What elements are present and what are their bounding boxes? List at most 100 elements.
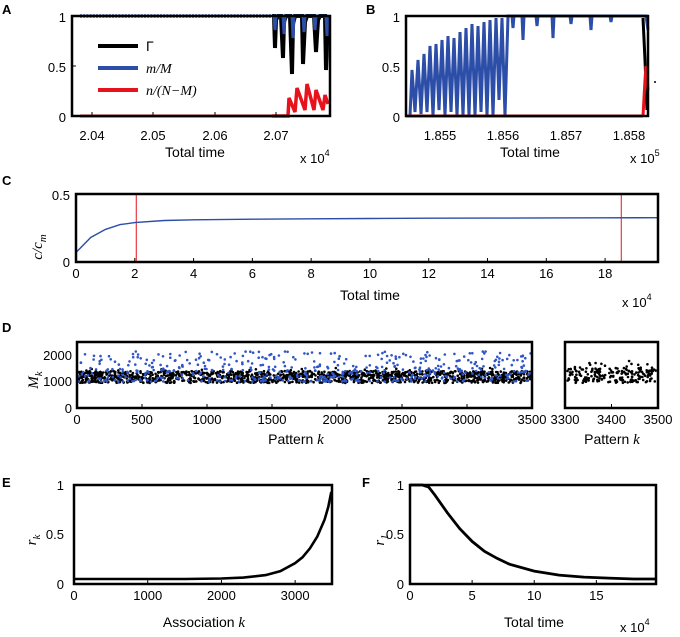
panel-d-black-point xyxy=(215,381,219,384)
panel-d-black-point xyxy=(112,370,115,373)
panel-d-black-point xyxy=(239,370,242,374)
panel-b-x-ticks: 1.855 1.856 1.857 1.858 xyxy=(424,128,646,143)
panel-d-axes-box xyxy=(75,340,534,410)
panel-d-black-point xyxy=(352,380,356,384)
panel-d-inset-point xyxy=(575,373,578,377)
panel-d-blue-point xyxy=(148,364,151,367)
panel-d-blue-point xyxy=(98,359,101,363)
panel-d-inset-point xyxy=(573,375,577,379)
panel-d-blue-point xyxy=(105,369,108,373)
panel-d-blue-point xyxy=(468,352,472,355)
panel-f-ytick-0-5: 0.5 xyxy=(386,527,404,542)
panel-d-blue-point xyxy=(194,358,198,362)
panel-d-blue-point xyxy=(336,368,340,372)
panel-d-black-point xyxy=(339,380,342,383)
panel-d-blue-point xyxy=(341,375,345,379)
panel-a-xtick-2-07: 2.07 xyxy=(263,128,288,143)
panel-d-blue-point xyxy=(354,379,358,382)
panel-d-blue-point xyxy=(98,362,101,366)
panel-d-blue-point xyxy=(520,365,523,369)
panel-d-blue-point xyxy=(109,358,112,361)
panel-d-blue-point xyxy=(424,353,427,357)
panel-d-inset-point xyxy=(608,367,611,371)
panel-d-blue-point xyxy=(519,355,523,358)
panel-d-black-point xyxy=(507,381,511,384)
panel-d-blue-point xyxy=(493,359,497,363)
panel-d-black-point xyxy=(473,376,477,380)
panel-d-blue-point xyxy=(436,374,440,378)
panel-d-blue-point xyxy=(471,372,474,375)
panel-d-xtick-label: 0 xyxy=(73,412,80,427)
panel-d-xtick-label: 3000 xyxy=(453,412,482,427)
panel-d-blue-point xyxy=(121,370,125,373)
panel-f-label: F xyxy=(362,475,370,490)
panel-d-black-point xyxy=(451,381,455,385)
panel-d-blue-point xyxy=(257,350,261,354)
panel-f-xtick-label: 5 xyxy=(469,588,476,603)
panel-d-inset-point xyxy=(621,381,625,385)
panel-d-black-point xyxy=(254,368,258,371)
panel-d-black-point xyxy=(85,369,88,372)
panel-d-blue-point xyxy=(290,366,294,369)
panel-d-black-point xyxy=(195,380,198,383)
panel-d-blue-point xyxy=(223,358,227,361)
panel-d-blue-point xyxy=(134,350,138,353)
panel-d-inset-point xyxy=(616,371,619,375)
panel-d-blue-point xyxy=(295,373,299,377)
panel-d-blue-point xyxy=(144,371,147,375)
panel-d-black-point xyxy=(187,370,191,374)
panel-d-black-point xyxy=(491,367,494,371)
panel-d-black-point xyxy=(185,373,188,377)
panel-d-black-point xyxy=(491,370,494,373)
panel-d-blue-point xyxy=(126,379,130,383)
panel-d-blue-point xyxy=(461,373,465,376)
panel-d-black-point xyxy=(172,373,175,376)
panel-d-blue-point xyxy=(229,355,232,359)
panel-d-black-point xyxy=(276,372,280,376)
panel-d-blue-point xyxy=(305,376,309,380)
panel-d-black-point xyxy=(142,373,145,377)
panel-d-blue-point xyxy=(119,376,122,379)
panel-d-blue-point xyxy=(469,361,473,364)
panel-d-black-point xyxy=(494,377,498,381)
panel-d-black-point xyxy=(246,378,250,382)
panel-d-black-point xyxy=(262,369,266,373)
panel-d-blue-point xyxy=(282,361,286,364)
panel-d-inset-point xyxy=(634,371,638,374)
panel-d-blue-point xyxy=(274,374,278,378)
panel-d-blue-point xyxy=(151,365,155,369)
panel-d-inset-point xyxy=(608,380,612,384)
panel-d-blue-point xyxy=(254,378,257,382)
panel-d-inset-point xyxy=(616,367,619,370)
panel-d-blue-point xyxy=(80,372,84,376)
panel-a-tick-marks xyxy=(72,65,277,116)
panel-d-blue-point xyxy=(433,372,437,376)
panel-d-blue-point xyxy=(310,351,314,354)
panel-d-inset-scatter xyxy=(566,359,657,385)
panel-d-blue-point xyxy=(159,368,163,372)
panel-d-blue-point xyxy=(425,374,429,378)
panel-d-inset-point xyxy=(646,375,649,379)
panel-d-black-point xyxy=(254,380,257,384)
panel-d-black-point xyxy=(367,377,371,380)
panel-d-black-point xyxy=(429,376,433,380)
panel-d-blue-point xyxy=(273,365,277,369)
panel-d-blue-point xyxy=(338,354,341,358)
panel-d-blue-point xyxy=(376,353,380,357)
panel-e-series-line xyxy=(74,491,333,581)
panel-d-inset-point xyxy=(646,363,649,366)
panel-d-blue-point xyxy=(139,357,142,360)
panel-d-black-point xyxy=(499,370,503,373)
panel-d-blue-point xyxy=(174,359,177,362)
panel-d-blue-point xyxy=(349,370,353,374)
panel-d-blue-point xyxy=(326,366,330,370)
panel-d-inset-point xyxy=(609,369,613,372)
panel-d-blue-point xyxy=(477,373,481,377)
panel-d-black-point xyxy=(519,381,522,385)
panel-d-blue-point xyxy=(207,380,211,383)
panel-d-black-point xyxy=(438,379,442,383)
panel-d-black-point xyxy=(378,374,381,377)
panel-d-black-point xyxy=(159,370,162,374)
panel-d-blue-point xyxy=(428,354,431,357)
panel-d-blue-point xyxy=(464,371,467,375)
